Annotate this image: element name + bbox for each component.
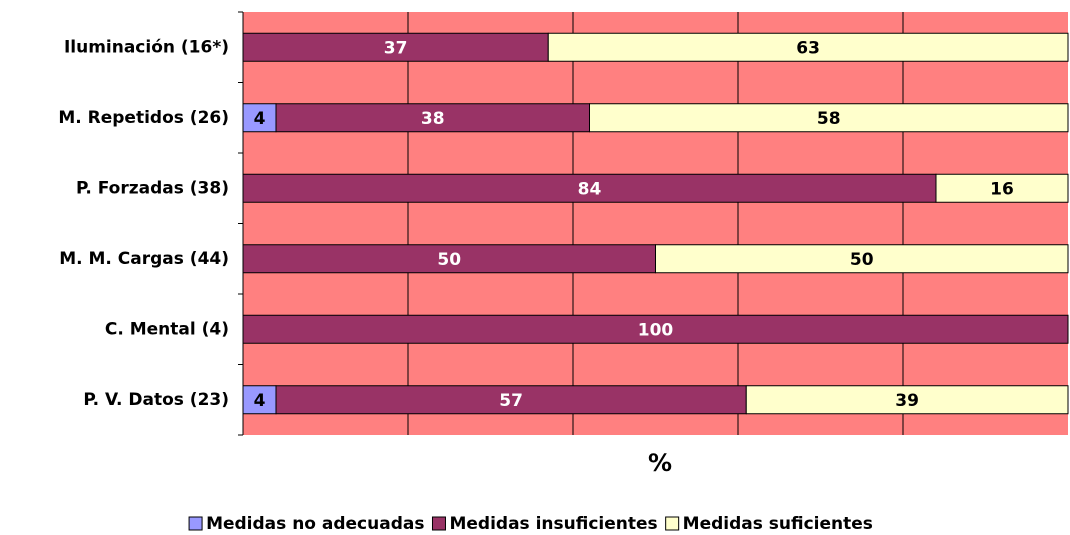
data-label: 100 — [638, 320, 674, 340]
data-label: 63 — [796, 38, 820, 58]
plot-background — [243, 12, 1068, 435]
data-label: 50 — [850, 250, 874, 270]
y-tick-label: M. M. Cargas (44) — [59, 249, 229, 269]
bar-segment — [242, 173, 937, 203]
data-label: 4 — [254, 109, 266, 129]
data-label: 38 — [421, 109, 445, 129]
y-tick-label: Iluminación (16*) — [64, 37, 229, 57]
legend: Medidas no adecuadas Medidas insuficiente… — [188, 514, 873, 534]
bar-segment — [275, 103, 590, 133]
legend-swatch — [188, 516, 203, 531]
data-label: 50 — [437, 250, 461, 270]
data-label: 84 — [578, 179, 602, 199]
data-label: 58 — [817, 109, 841, 129]
data-label: 39 — [895, 391, 919, 411]
bar-segment — [547, 32, 1069, 62]
bar-segment — [242, 103, 277, 133]
legend-swatch — [431, 516, 446, 531]
legend-label: Medidas insuficientes — [449, 514, 657, 534]
bar-segment — [242, 385, 277, 415]
y-tick-label: P. Forzadas (38) — [76, 178, 229, 198]
legend-label: Medidas suficientes — [683, 514, 873, 534]
data-label: 37 — [384, 38, 408, 58]
y-tick-label: C. Mental (4) — [105, 319, 229, 339]
data-label: 16 — [990, 179, 1014, 199]
bar-segment — [242, 32, 549, 62]
data-label: 57 — [499, 391, 523, 411]
legend-swatch — [665, 516, 680, 531]
bar-segment — [655, 244, 1069, 274]
bar-segment — [589, 103, 1069, 133]
bar-segment — [275, 385, 747, 415]
bar-segment — [935, 173, 1069, 203]
x-axis-label: % — [648, 449, 672, 477]
y-tick-label: M. Repetidos (26) — [58, 108, 229, 128]
data-label: 4 — [254, 391, 266, 411]
legend-label: Medidas no adecuadas — [206, 514, 424, 534]
y-tick-label: P. V. Datos (23) — [83, 390, 229, 410]
bar-segment — [242, 314, 1069, 344]
bar-segment — [745, 385, 1069, 415]
